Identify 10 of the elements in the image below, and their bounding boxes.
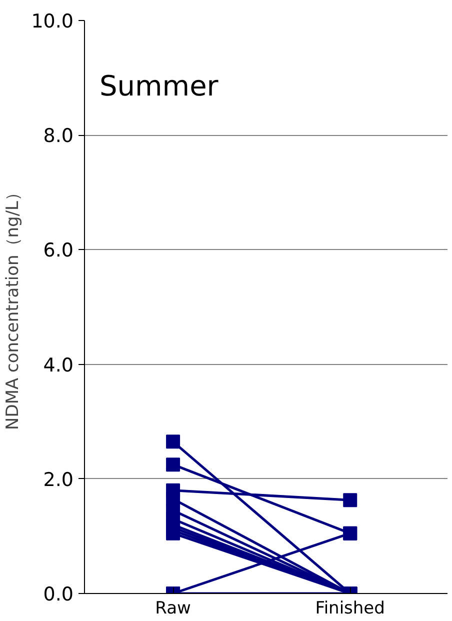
y-tick-label: 8.0 [43, 125, 74, 148]
text: Summer [100, 70, 219, 102]
y-axis-title: NDMA concentration（ng/L） [3, 184, 24, 430]
y-tick-label: 2.0 [43, 468, 74, 491]
y-tick-label: 10.0 [31, 10, 74, 32]
y-tick-label: 6.0 [43, 240, 74, 262]
y-tick-label: 0.0 [43, 584, 74, 606]
x-tick-label: Raw [155, 598, 192, 618]
x-tick-label: Finished [315, 598, 385, 618]
y-tick-label: 4.0 [43, 354, 74, 376]
